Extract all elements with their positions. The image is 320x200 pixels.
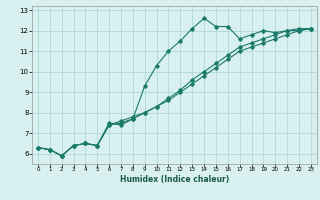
X-axis label: Humidex (Indice chaleur): Humidex (Indice chaleur)	[120, 175, 229, 184]
